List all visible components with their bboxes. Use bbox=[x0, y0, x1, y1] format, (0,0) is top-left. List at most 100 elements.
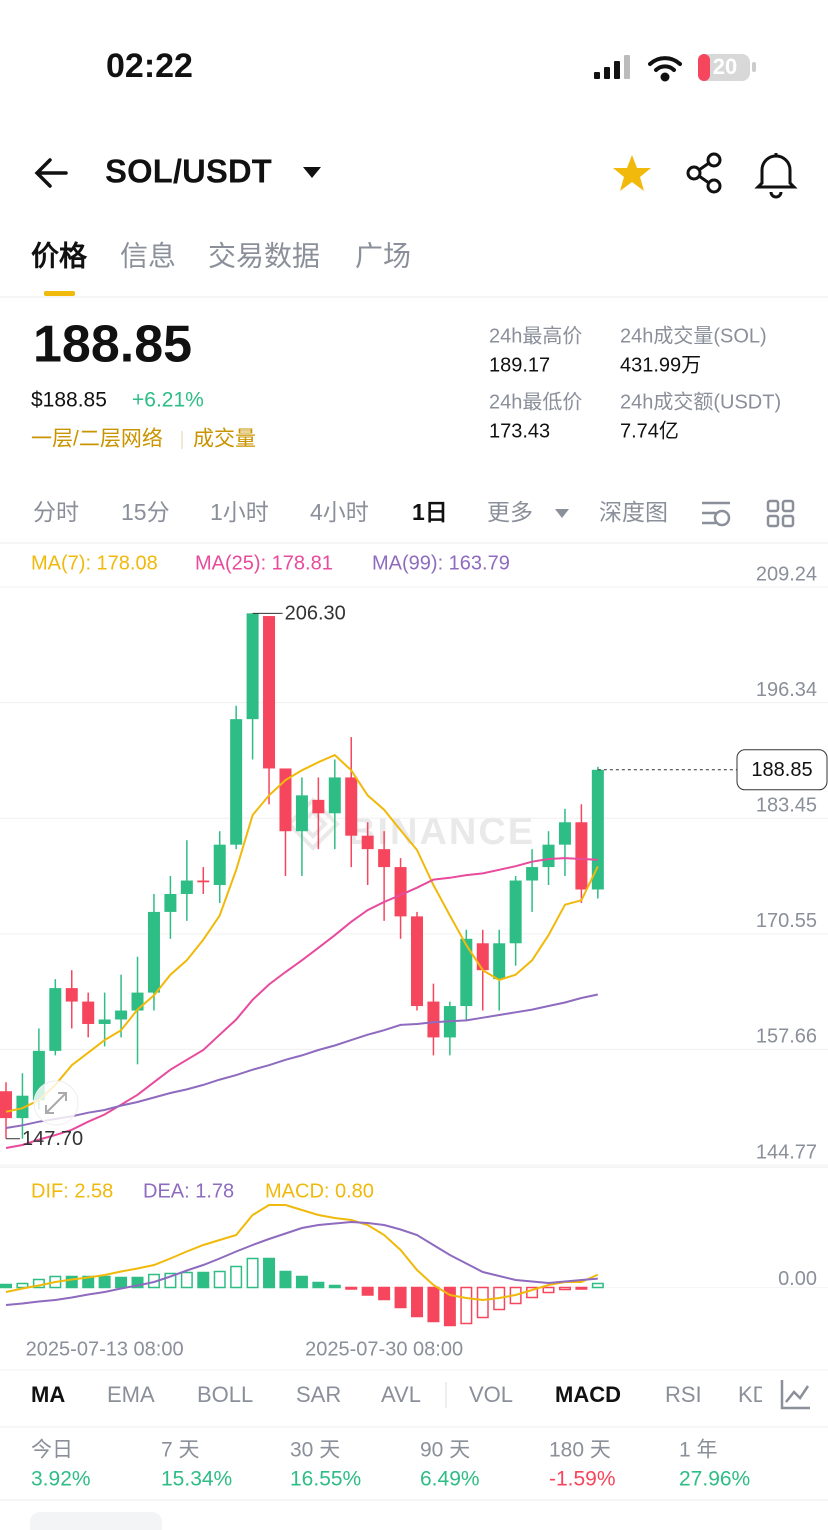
macd-line bbox=[5, 1204, 599, 1302]
x-tick-label: 2025-07-30 08:00 bbox=[305, 1338, 463, 1360]
macd-bar bbox=[295, 1275, 308, 1289]
candle-body bbox=[263, 616, 276, 769]
high-label: 206.30 bbox=[285, 603, 346, 625]
candle-body bbox=[591, 769, 604, 890]
indicator-tab[interactable]: BOLL bbox=[197, 1382, 253, 1407]
tab[interactable]: 广场 bbox=[355, 240, 411, 271]
stat-label: 24h成交额(USDT) bbox=[620, 390, 781, 413]
tag[interactable]: 一层/二层网络 bbox=[31, 428, 163, 451]
candle-body bbox=[460, 938, 473, 1007]
indicator-settings[interactable] bbox=[780, 1380, 810, 1410]
period-change: 6.49% bbox=[420, 1468, 480, 1491]
candle-body bbox=[558, 822, 571, 845]
interval[interactable]: 15分 bbox=[121, 499, 170, 525]
candle-body bbox=[115, 1010, 128, 1020]
candle-body bbox=[230, 719, 243, 845]
back-button[interactable] bbox=[34, 158, 68, 188]
y-tick-label: 0.00 bbox=[778, 1268, 817, 1290]
layout-button[interactable] bbox=[766, 499, 795, 528]
macd-bar bbox=[230, 1265, 243, 1289]
usd-price: $188.85 bbox=[31, 389, 107, 412]
x-tick-label: 2025-07-13 08:00 bbox=[26, 1338, 184, 1360]
period-label: 7 天 bbox=[161, 1439, 200, 1462]
indicator-tab[interactable]: RSI bbox=[665, 1382, 702, 1407]
indicator-tab[interactable]: AVL bbox=[381, 1382, 421, 1407]
macd-bar bbox=[115, 1276, 128, 1289]
candle-body bbox=[361, 835, 374, 850]
watermark-text: BINANCE bbox=[348, 811, 535, 853]
expand-button[interactable] bbox=[33, 1080, 79, 1126]
period-label: 90 天 bbox=[420, 1439, 470, 1462]
stat-label: 24h最低价 bbox=[489, 390, 582, 413]
candle-body bbox=[509, 880, 522, 944]
indicator-tab[interactable]: MA bbox=[31, 1382, 65, 1407]
favorite-star[interactable] bbox=[613, 155, 651, 191]
stat-label: 24h最高价 bbox=[489, 324, 582, 347]
candle-body bbox=[147, 911, 160, 993]
stat-label: 24h成交量(SOL) bbox=[620, 324, 767, 347]
macd-bar bbox=[213, 1270, 226, 1289]
y-tick-label: 209.24 bbox=[756, 563, 817, 585]
signal bbox=[594, 55, 630, 79]
tab[interactable]: 信息 bbox=[120, 240, 176, 271]
indicator-fade bbox=[762, 1375, 828, 1417]
macd-bar bbox=[0, 1283, 12, 1289]
y-tick-label: 170.55 bbox=[756, 910, 817, 932]
battery-level: 20 bbox=[713, 54, 737, 79]
candle-body bbox=[526, 867, 539, 881]
macd-bar bbox=[246, 1257, 259, 1289]
candle-body bbox=[394, 867, 407, 917]
pair-title[interactable]: SOL/USDT bbox=[105, 153, 272, 190]
macd-bar bbox=[279, 1270, 292, 1289]
candle-body bbox=[131, 992, 144, 1011]
period-label: 1 年 bbox=[679, 1439, 718, 1462]
last-price-box bbox=[736, 749, 828, 791]
indicator-tab[interactable]: EMA bbox=[107, 1382, 155, 1407]
legend-item: MACD: 0.80 bbox=[265, 1180, 374, 1202]
interval[interactable]: 深度图 bbox=[599, 499, 668, 525]
indicator-tab[interactable]: SAR bbox=[296, 1382, 341, 1407]
tab[interactable]: 交易数据 bbox=[208, 240, 320, 271]
indicator-tab[interactable]: MACD bbox=[555, 1382, 621, 1407]
bottom-tab[interactable] bbox=[30, 1512, 162, 1530]
tag[interactable]: 成交量 bbox=[193, 428, 256, 451]
macd-bar bbox=[476, 1286, 489, 1319]
candle-body bbox=[82, 1001, 95, 1024]
candle-body bbox=[164, 893, 177, 912]
share-button[interactable] bbox=[686, 152, 722, 194]
candle-body bbox=[98, 1019, 111, 1024]
macd-bar bbox=[98, 1275, 111, 1289]
macd-bar bbox=[443, 1286, 456, 1327]
macd-bar bbox=[180, 1271, 193, 1289]
pair-dropdown[interactable] bbox=[303, 167, 321, 178]
interval[interactable]: 1日 bbox=[412, 499, 448, 525]
macd-bar bbox=[361, 1286, 374, 1296]
macd-bar bbox=[312, 1281, 325, 1289]
last-price-label: 188.85 bbox=[751, 759, 812, 781]
macd-bar bbox=[65, 1275, 78, 1289]
candle-body bbox=[411, 916, 423, 1007]
macd-bar bbox=[345, 1286, 358, 1290]
indicator-tab[interactable]: VOL bbox=[469, 1382, 513, 1407]
interval[interactable]: 分时 bbox=[33, 499, 79, 525]
chart-settings[interactable] bbox=[702, 501, 731, 527]
candle-body bbox=[197, 880, 210, 883]
more-dropdown[interactable] bbox=[555, 509, 569, 518]
period-change: 16.55% bbox=[290, 1468, 361, 1491]
period-change: 3.92% bbox=[31, 1468, 91, 1491]
macd-bar bbox=[394, 1286, 407, 1309]
legend-item: DEA: 1.78 bbox=[143, 1180, 234, 1202]
tab[interactable]: 价格 bbox=[31, 240, 88, 271]
last-price: 188.85 bbox=[33, 316, 192, 374]
macd-bar bbox=[542, 1286, 555, 1294]
interval[interactable]: 1小时 bbox=[210, 499, 269, 525]
candle-body bbox=[16, 1095, 29, 1119]
interval[interactable]: 更多 bbox=[487, 499, 533, 525]
candle-body bbox=[213, 844, 226, 886]
macd-bar bbox=[131, 1276, 144, 1289]
candle-body bbox=[312, 799, 325, 814]
legend-item: MA(7): 178.08 bbox=[31, 552, 158, 574]
alert-bell[interactable] bbox=[754, 153, 798, 199]
interval[interactable]: 4小时 bbox=[310, 499, 369, 525]
